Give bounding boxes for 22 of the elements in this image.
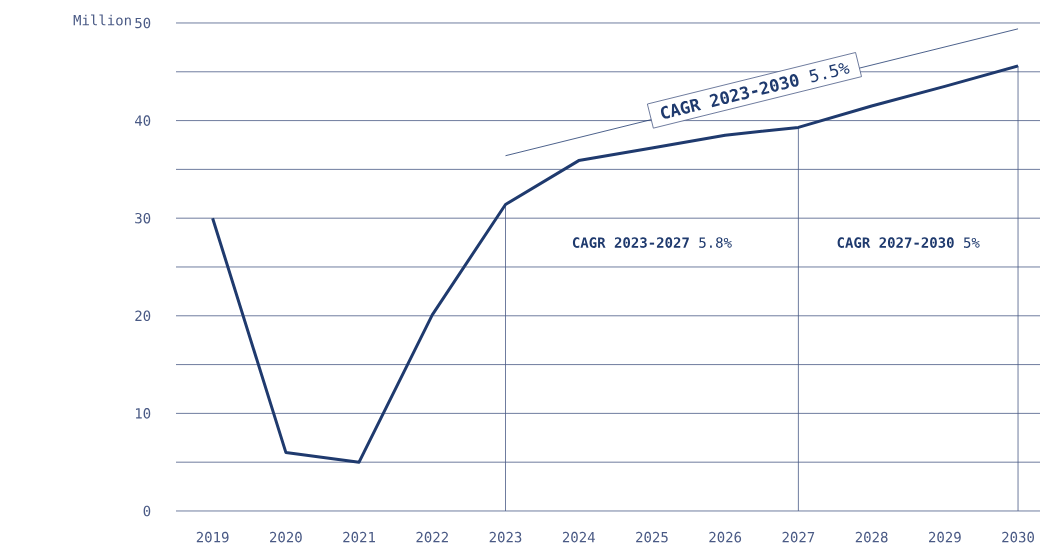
x-tick-label: 2025 — [636, 531, 668, 543]
x-tick-label: 2030 — [1002, 531, 1034, 543]
x-tick-label: 2022 — [416, 531, 448, 543]
y-tick-label: 0 — [143, 505, 151, 517]
y-tick-label: 20 — [135, 310, 151, 322]
x-tick-label: 2027 — [782, 531, 815, 543]
line-series — [211, 64, 1020, 464]
x-tick-label: 2028 — [855, 531, 888, 543]
x-tick-label: 2029 — [929, 531, 961, 543]
y-tick-label: 10 — [135, 408, 151, 419]
annotation: CAGR 2023-2027 5.8% — [572, 237, 732, 248]
x-tick-label: 2019 — [196, 531, 229, 543]
x-tick-label: 2021 — [343, 531, 375, 543]
x-tick-label: 2024 — [562, 531, 595, 543]
x-tick-label: 2026 — [709, 531, 742, 543]
y-tick-label: 30 — [135, 212, 151, 224]
x-tick-label: 2023 — [489, 531, 522, 543]
y-tick-label: 40 — [134, 115, 151, 126]
x-tick-label: 2020 — [270, 531, 302, 543]
y-axis-title: Million — [73, 14, 131, 26]
y-tick-label: 50 — [135, 17, 151, 29]
annotation: CAGR 2027-2030 5% — [837, 237, 980, 248]
